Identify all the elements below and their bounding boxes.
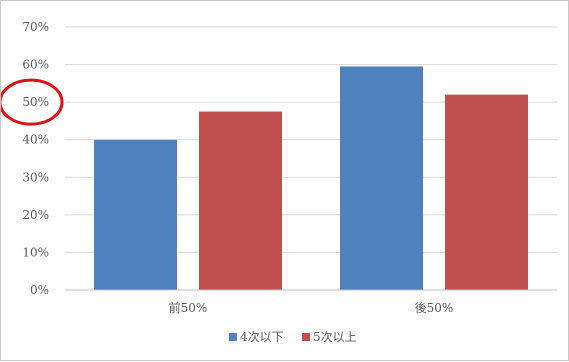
bar-series2-0 xyxy=(199,111,282,291)
bar-series1-1 xyxy=(340,66,423,290)
y-tick-label: 70% xyxy=(22,20,49,34)
x-tick-label: 前50% xyxy=(169,300,208,315)
highlight-circle-annotation xyxy=(1,78,64,126)
legend-swatch xyxy=(302,333,310,341)
y-tick-label: 0% xyxy=(30,283,49,297)
y-tick-label: 50% xyxy=(22,95,49,109)
bar-series1-0 xyxy=(94,139,177,290)
legend-label: 4次以下 xyxy=(240,330,284,344)
x-tick-label: 後50% xyxy=(415,301,454,315)
legend-label: 5次以上 xyxy=(313,330,357,344)
bar-series2-1 xyxy=(445,94,528,290)
y-axis-tick-labels: 0% 10% 20% 30% 40% 50% 60% 70% xyxy=(22,20,49,297)
bars xyxy=(94,66,528,291)
legend-swatch xyxy=(229,333,237,341)
x-axis-tick-labels: 前50% 後50% xyxy=(169,300,454,315)
y-tick-label: 60% xyxy=(22,58,49,72)
y-tick-label: 30% xyxy=(22,170,49,184)
y-tick-label: 10% xyxy=(22,245,49,259)
y-tick-label: 40% xyxy=(22,133,49,147)
legend: 4次以下 5次以上 xyxy=(229,330,357,344)
y-tick-label: 20% xyxy=(22,208,49,222)
